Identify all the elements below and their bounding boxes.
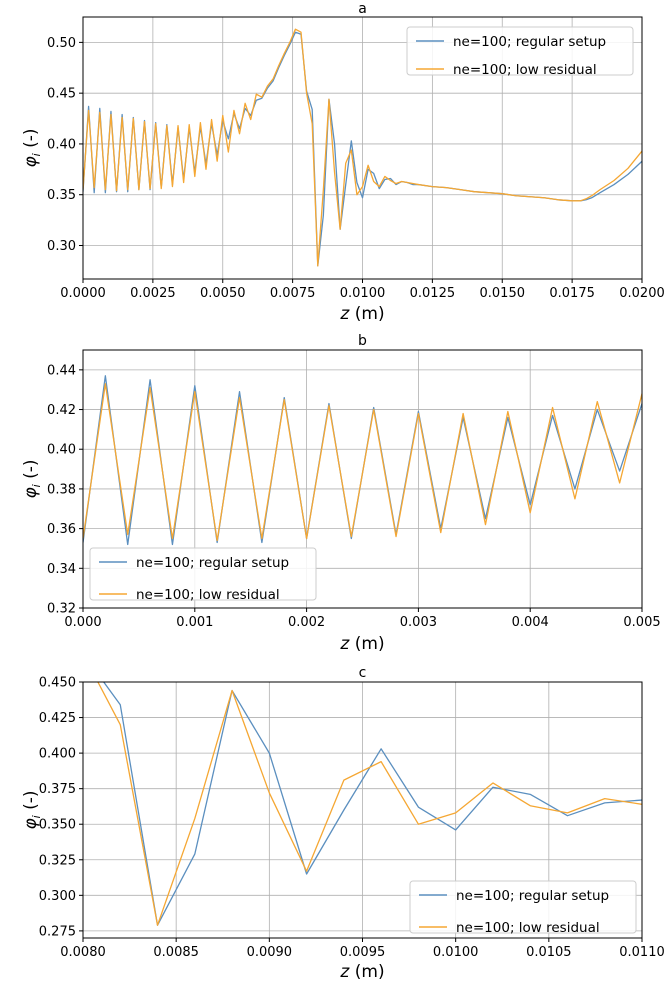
series-line-regular-setup (102, 682, 642, 926)
x-tick-label: 0.001 (176, 615, 213, 630)
y-axis-subscript: i (30, 484, 43, 487)
plot-frame (82, 349, 643, 609)
chart-panel-a: 0.0000 0.0025 0.0050 0.0075 0.0100 0.0125 0.01… (21, 1, 665, 324)
legend-label: ne=100; low residual (136, 587, 280, 603)
x-tick-label: 0.003 (400, 615, 437, 630)
y-tick-label: 0.40 (47, 137, 76, 152)
panel-title: c (359, 665, 367, 681)
y-tick-label: 0.35 (47, 188, 76, 203)
x-tick-label: 0.005 (623, 615, 660, 630)
y-axis-title: φi (-) (21, 459, 43, 498)
y-tick-label: 0.375 (39, 782, 76, 797)
x-tick-label: 0.0105 (526, 945, 572, 960)
y-axis-subscript: i (30, 153, 43, 156)
y-tick-label: 0.36 (47, 522, 76, 537)
chart-panel-b: 0.000 0.001 0.002 0.003 0.004 0.005 0.32 0.34 0.… (21, 333, 661, 654)
x-axis-variable: z (339, 962, 350, 982)
y-tick-label: 0.400 (39, 747, 76, 762)
series-line-low-residual (97, 682, 642, 926)
legend: ne=100; regular setup ne=100; low residua… (89, 547, 317, 603)
y-tick-label: 0.450 (39, 676, 76, 691)
y-axis-variable: φ (21, 818, 41, 830)
legend: ne=100; regular setup ne=100; low residua… (406, 26, 634, 78)
y-tick-label: 0.300 (39, 889, 76, 904)
y-tick-label: 0.275 (39, 924, 76, 939)
y-axis-unit: (-) (21, 459, 41, 484)
x-axis-unit: (m) (349, 962, 384, 982)
y-tick-label: 0.325 (39, 853, 76, 868)
x-tick-label: 0.0075 (270, 286, 316, 301)
x-tick-label: 0.0090 (247, 945, 293, 960)
series-line-regular-setup (83, 375, 642, 546)
x-tick-label: 0.0175 (549, 286, 595, 301)
y-axis-unit: (-) (21, 128, 41, 153)
legend-box (89, 547, 317, 601)
y-axis-unit: (-) (21, 790, 41, 815)
panel-title: a (358, 1, 367, 17)
legend-label: ne=100; low residual (456, 920, 600, 936)
x-tick-label: 0.0050 (200, 286, 246, 301)
y-tick-label: 0.40 (47, 443, 76, 458)
series-line-low-residual (83, 383, 642, 542)
y-tick-label: 0.45 (47, 87, 76, 102)
y-axis-title: φi (-) (21, 790, 43, 829)
legend-box (406, 26, 634, 76)
y-tick-label: 0.34 (47, 562, 76, 577)
y-tick-label: 0.425 (39, 711, 76, 726)
x-tick-label: 0.004 (512, 615, 549, 630)
x-axis-title: z (m) (339, 962, 384, 982)
x-axis-unit: (m) (349, 304, 384, 324)
y-tick-label: 0.50 (47, 36, 76, 51)
y-tick-label: 0.44 (47, 363, 76, 378)
x-tick-label: 0.0110 (619, 945, 665, 960)
y-tick-label: 0.32 (47, 602, 76, 617)
x-tick-label: 0.0080 (60, 945, 106, 960)
x-tick-label: 0.0085 (153, 945, 199, 960)
x-tick-label: 0.0200 (619, 286, 665, 301)
y-tick-label: 0.38 (47, 482, 76, 497)
x-tick-label: 0.0150 (480, 286, 526, 301)
x-tick-label: 0.0100 (433, 945, 479, 960)
legend-box (409, 880, 637, 934)
x-tick-label: 0.0100 (340, 286, 386, 301)
x-tick-label: 0.0000 (60, 286, 106, 301)
legend-label: ne=100; regular setup (136, 555, 289, 571)
x-tick-label: 0.0025 (130, 286, 176, 301)
x-axis-variable: z (339, 304, 350, 324)
y-tick-label: 0.350 (39, 818, 76, 833)
x-tick-label: 0.002 (288, 615, 325, 630)
x-tick-label: 0.0125 (410, 286, 456, 301)
legend-label: ne=100; regular setup (453, 34, 606, 50)
panel-title: b (358, 333, 367, 349)
y-axis-subscript: i (30, 815, 43, 818)
x-axis-title: z (m) (339, 634, 384, 654)
legend-label: ne=100; regular setup (456, 888, 609, 904)
x-axis-variable: z (339, 634, 350, 654)
series-line-low-residual (83, 28, 642, 267)
legend: ne=100; regular setup ne=100; low residua… (409, 880, 637, 936)
chart-panel-c: 0.0080 0.0085 0.0090 0.0095 0.0100 0.0105 0.01… (21, 665, 665, 982)
x-tick-label: 0.000 (64, 615, 101, 630)
y-tick-label: 0.42 (47, 403, 76, 418)
legend-label: ne=100; low residual (453, 62, 597, 78)
y-tick-label: 0.30 (47, 239, 76, 254)
x-axis-title: z (m) (339, 304, 384, 324)
x-tick-label: 0.0095 (340, 945, 386, 960)
x-axis-unit: (m) (349, 634, 384, 654)
y-axis-variable: φ (21, 156, 41, 168)
y-axis-variable: φ (21, 487, 41, 499)
y-axis-title: φi (-) (21, 128, 43, 167)
